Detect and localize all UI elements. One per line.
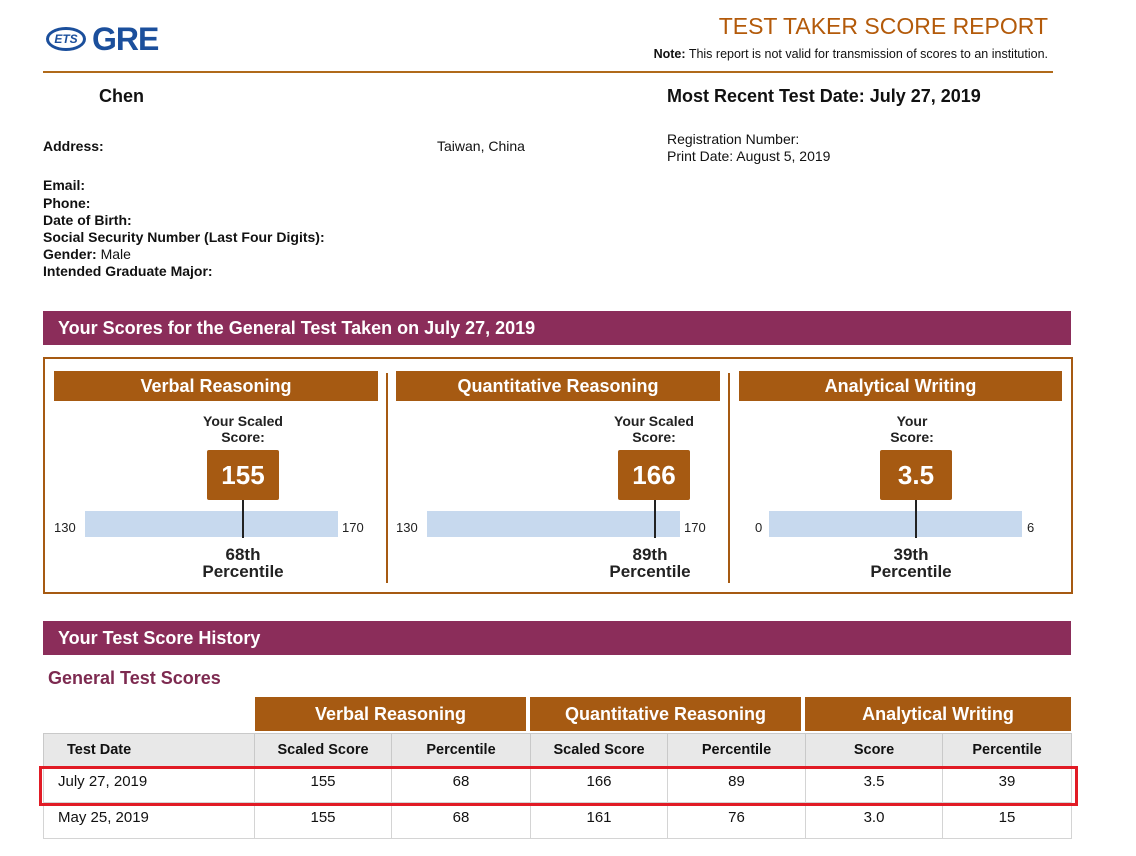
verbal-scale-max: 170 [342, 520, 364, 535]
verbal-reasoning-header: Verbal Reasoning [54, 371, 378, 401]
column-header: Percentile [391, 733, 531, 767]
note-label: Note: [653, 47, 686, 61]
percentile-label: Percentile [202, 562, 284, 581]
registration-number: Registration Number: [667, 131, 800, 147]
score-history-table: Test Date Scaled Score Percentile Scaled… [43, 733, 1072, 839]
phone-label: Phone: [43, 195, 91, 211]
print-date: Print Date: August 5, 2019 [667, 148, 831, 164]
gender-line: Gender: Male [43, 246, 131, 262]
verbal-score-marker [242, 500, 245, 538]
dob-label: Date of Birth: [43, 212, 132, 228]
general-test-scores-heading: General Test Scores [48, 668, 221, 688]
email-label: Email: [43, 177, 86, 193]
column-header: Percentile [942, 733, 1072, 767]
history-group-quant: Quantitative Reasoning [530, 697, 801, 731]
table-header-row: Test Date Scaled Score Percentile Scaled… [43, 733, 1072, 767]
history-group-writing: Analytical Writing [805, 697, 1071, 731]
ets-logo-icon: ETS [46, 27, 86, 51]
quantitative-reasoning-header: Quantitative Reasoning [396, 371, 720, 401]
percentile-value: 39th [893, 545, 929, 564]
percentile-label: Percentile [609, 562, 691, 581]
gre-logo: ETS GRE [46, 20, 159, 57]
writing-scale-max: 6 [1027, 520, 1035, 535]
gender-value: Male [100, 246, 131, 262]
panel-divider [386, 373, 388, 583]
verbal-scale-track [85, 511, 338, 537]
table-cell: 89 [667, 766, 806, 803]
column-header: Scaled Score [530, 733, 668, 767]
percentile-value: 68th [225, 545, 261, 564]
address-label: Address: [43, 138, 104, 154]
major-label: Intended Graduate Major: [43, 263, 213, 279]
column-header: Percentile [667, 733, 806, 767]
caption-line: Your Scaled [203, 413, 283, 429]
writing-scale-min: 0 [755, 520, 763, 535]
quant-scale-track [427, 511, 680, 537]
caption-line: Score: [221, 429, 265, 445]
scores-panel [43, 357, 1073, 594]
quant-scale-max: 170 [684, 520, 706, 535]
verbal-score-caption: Your Scaled Score: [184, 413, 302, 445]
candidate-name: Chen [99, 86, 144, 106]
caption-line: Score: [890, 429, 934, 445]
panel-divider [728, 373, 730, 583]
table-cell: 15 [942, 802, 1072, 839]
score-history-title: Your Test Score History [43, 621, 1071, 655]
table-row: July 27, 2019 155 68 166 89 3.5 39 [43, 766, 1072, 803]
column-header: Score [805, 733, 943, 767]
table-cell: May 25, 2019 [43, 802, 255, 839]
caption-line: Your [896, 413, 928, 429]
table-cell: 3.0 [805, 802, 943, 839]
scores-section-title: Your Scores for the General Test Taken o… [43, 311, 1071, 345]
quant-score-caption: Your Scaled Score: [595, 413, 713, 445]
table-row: May 25, 2019 155 68 161 76 3.0 15 [43, 802, 1072, 839]
percentile-value: 89th [632, 545, 668, 564]
table-cell: 161 [530, 802, 668, 839]
verbal-scale-min: 130 [54, 520, 76, 535]
table-cell: July 27, 2019 [43, 766, 255, 803]
writing-percentile: 39th Percentile [851, 546, 971, 580]
caption-line: Score: [632, 429, 676, 445]
report-title: TEST TAKER SCORE REPORT [718, 13, 1048, 39]
header-rule [43, 71, 1053, 73]
analytical-writing-header: Analytical Writing [739, 371, 1062, 401]
verbal-percentile: 68th Percentile [183, 546, 303, 580]
writing-score-caption: Your Score: [853, 413, 971, 445]
percentile-label: Percentile [870, 562, 952, 581]
column-header: Test Date [43, 733, 255, 767]
quant-percentile: 89th Percentile [590, 546, 710, 580]
writing-scale-track [769, 511, 1022, 537]
most-recent-test-date: Most Recent Test Date: July 27, 2019 [667, 86, 981, 106]
quant-score-box: 166 [618, 450, 690, 500]
address-value: Taiwan, China [437, 138, 525, 154]
verbal-score-box: 155 [207, 450, 279, 500]
table-cell: 68 [391, 802, 531, 839]
report-note: Note: This report is not valid for trans… [654, 47, 1048, 61]
writing-score-box: 3.5 [880, 450, 952, 500]
history-group-verbal: Verbal Reasoning [255, 697, 526, 731]
gender-label: Gender: [43, 246, 97, 262]
gre-wordmark: GRE [92, 20, 159, 57]
ssn-label: Social Security Number (Last Four Digits… [43, 229, 325, 245]
highlight-box [39, 766, 1078, 806]
caption-line: Your Scaled [614, 413, 694, 429]
writing-score-marker [915, 500, 918, 538]
quant-score-marker [653, 500, 656, 538]
quant-scale-min: 130 [396, 520, 418, 535]
table-cell: 155 [254, 802, 392, 839]
column-header: Scaled Score [254, 733, 392, 767]
note-text: This report is not valid for transmissio… [688, 47, 1048, 61]
table-cell: 76 [667, 802, 806, 839]
